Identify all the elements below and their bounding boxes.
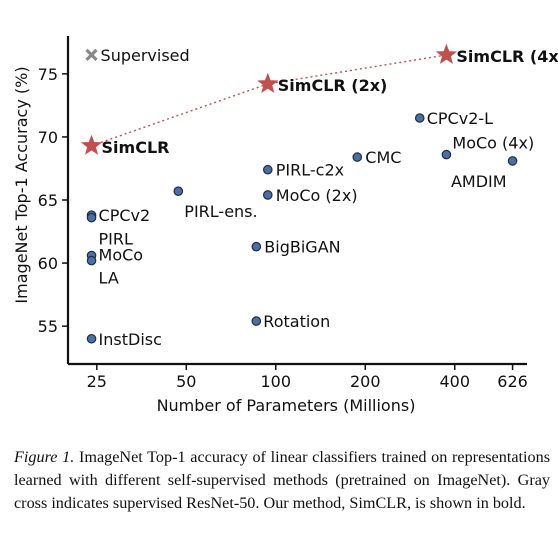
point-bigbigan	[251, 241, 262, 252]
point-label-la: LA	[99, 269, 119, 288]
point-label-simclr: SimCLR	[102, 138, 170, 157]
point-label-cpcv2-l: CPCv2-L	[427, 109, 493, 128]
point-label-simclr-4x: SimCLR (4x)	[456, 47, 558, 66]
point-moco-2x	[262, 190, 273, 200]
caption-text: ImageNet Top-1 accuracy of linear classi…	[14, 448, 550, 512]
y-tick-label: 65	[38, 191, 58, 210]
point-label-instdisc: InstDisc	[99, 330, 162, 349]
point-simclr-4x	[435, 43, 458, 64]
x-tick-label: 626	[497, 372, 528, 391]
point-label-pirl: PIRL	[99, 230, 133, 249]
point-label-pirl-ens: PIRL-ens.	[184, 202, 257, 221]
point-label-cpcv2: CPCv2	[99, 206, 151, 225]
x-tick-label: 200	[350, 372, 381, 391]
x-tick-label: 100	[261, 372, 292, 391]
y-tick-label: 60	[38, 254, 58, 273]
point-simclr	[80, 134, 103, 155]
point-rotation	[251, 316, 262, 326]
point-label-moco: MoCo	[99, 246, 144, 265]
simclr-connector-line	[91, 54, 447, 147]
point-pirl-c2x	[262, 164, 273, 175]
figure-caption: Figure 1. ImageNet Top-1 accuracy of lin…	[14, 446, 550, 515]
y-tick-label: 55	[38, 317, 58, 336]
y-tick-label: 75	[38, 65, 58, 84]
point-cpcv2-l	[414, 113, 425, 123]
point-cmc	[352, 152, 363, 162]
y-tick-label: 70	[38, 128, 58, 147]
point-label-simclr-2x: SimCLR (2x)	[278, 76, 388, 95]
point-label-moco-4x: MoCo (4x)	[452, 134, 534, 153]
point-label-amdim: AMDIM	[451, 172, 507, 191]
point-amdim	[507, 156, 518, 166]
point-pirl-ens	[173, 186, 184, 196]
x-tick-label: 25	[87, 372, 107, 391]
point-moco-4x	[441, 149, 452, 160]
x-tick-label: 50	[176, 372, 196, 391]
point-label-rotation: Rotation	[263, 312, 330, 331]
point-instdisc	[86, 333, 97, 344]
point-label-pirl-c2x: PIRL-c2x	[276, 161, 344, 180]
point-la	[86, 255, 97, 266]
point-label-cmc: CMC	[365, 148, 401, 167]
figure-label: Figure 1.	[14, 448, 75, 466]
x-tick-label: 400	[439, 372, 470, 391]
point-supervised	[85, 48, 98, 62]
point-simclr-2x	[257, 72, 279, 93]
x-axis-title: Number of Parameters (Millions)	[157, 396, 416, 415]
y-axis-title: ImageNet Top-1 Accuracy (%)	[12, 66, 31, 303]
point-pirl	[86, 212, 97, 223]
point-label-moco-2x: MoCo (2x)	[276, 186, 358, 205]
point-label-bigbigan: BigBiGAN	[264, 238, 340, 257]
scatter-chart: 55 60 65 70 75 25 50 100 200 400 626 Supervised Sim…	[12, 36, 558, 415]
point-label-supervised: Supervised	[101, 46, 190, 65]
